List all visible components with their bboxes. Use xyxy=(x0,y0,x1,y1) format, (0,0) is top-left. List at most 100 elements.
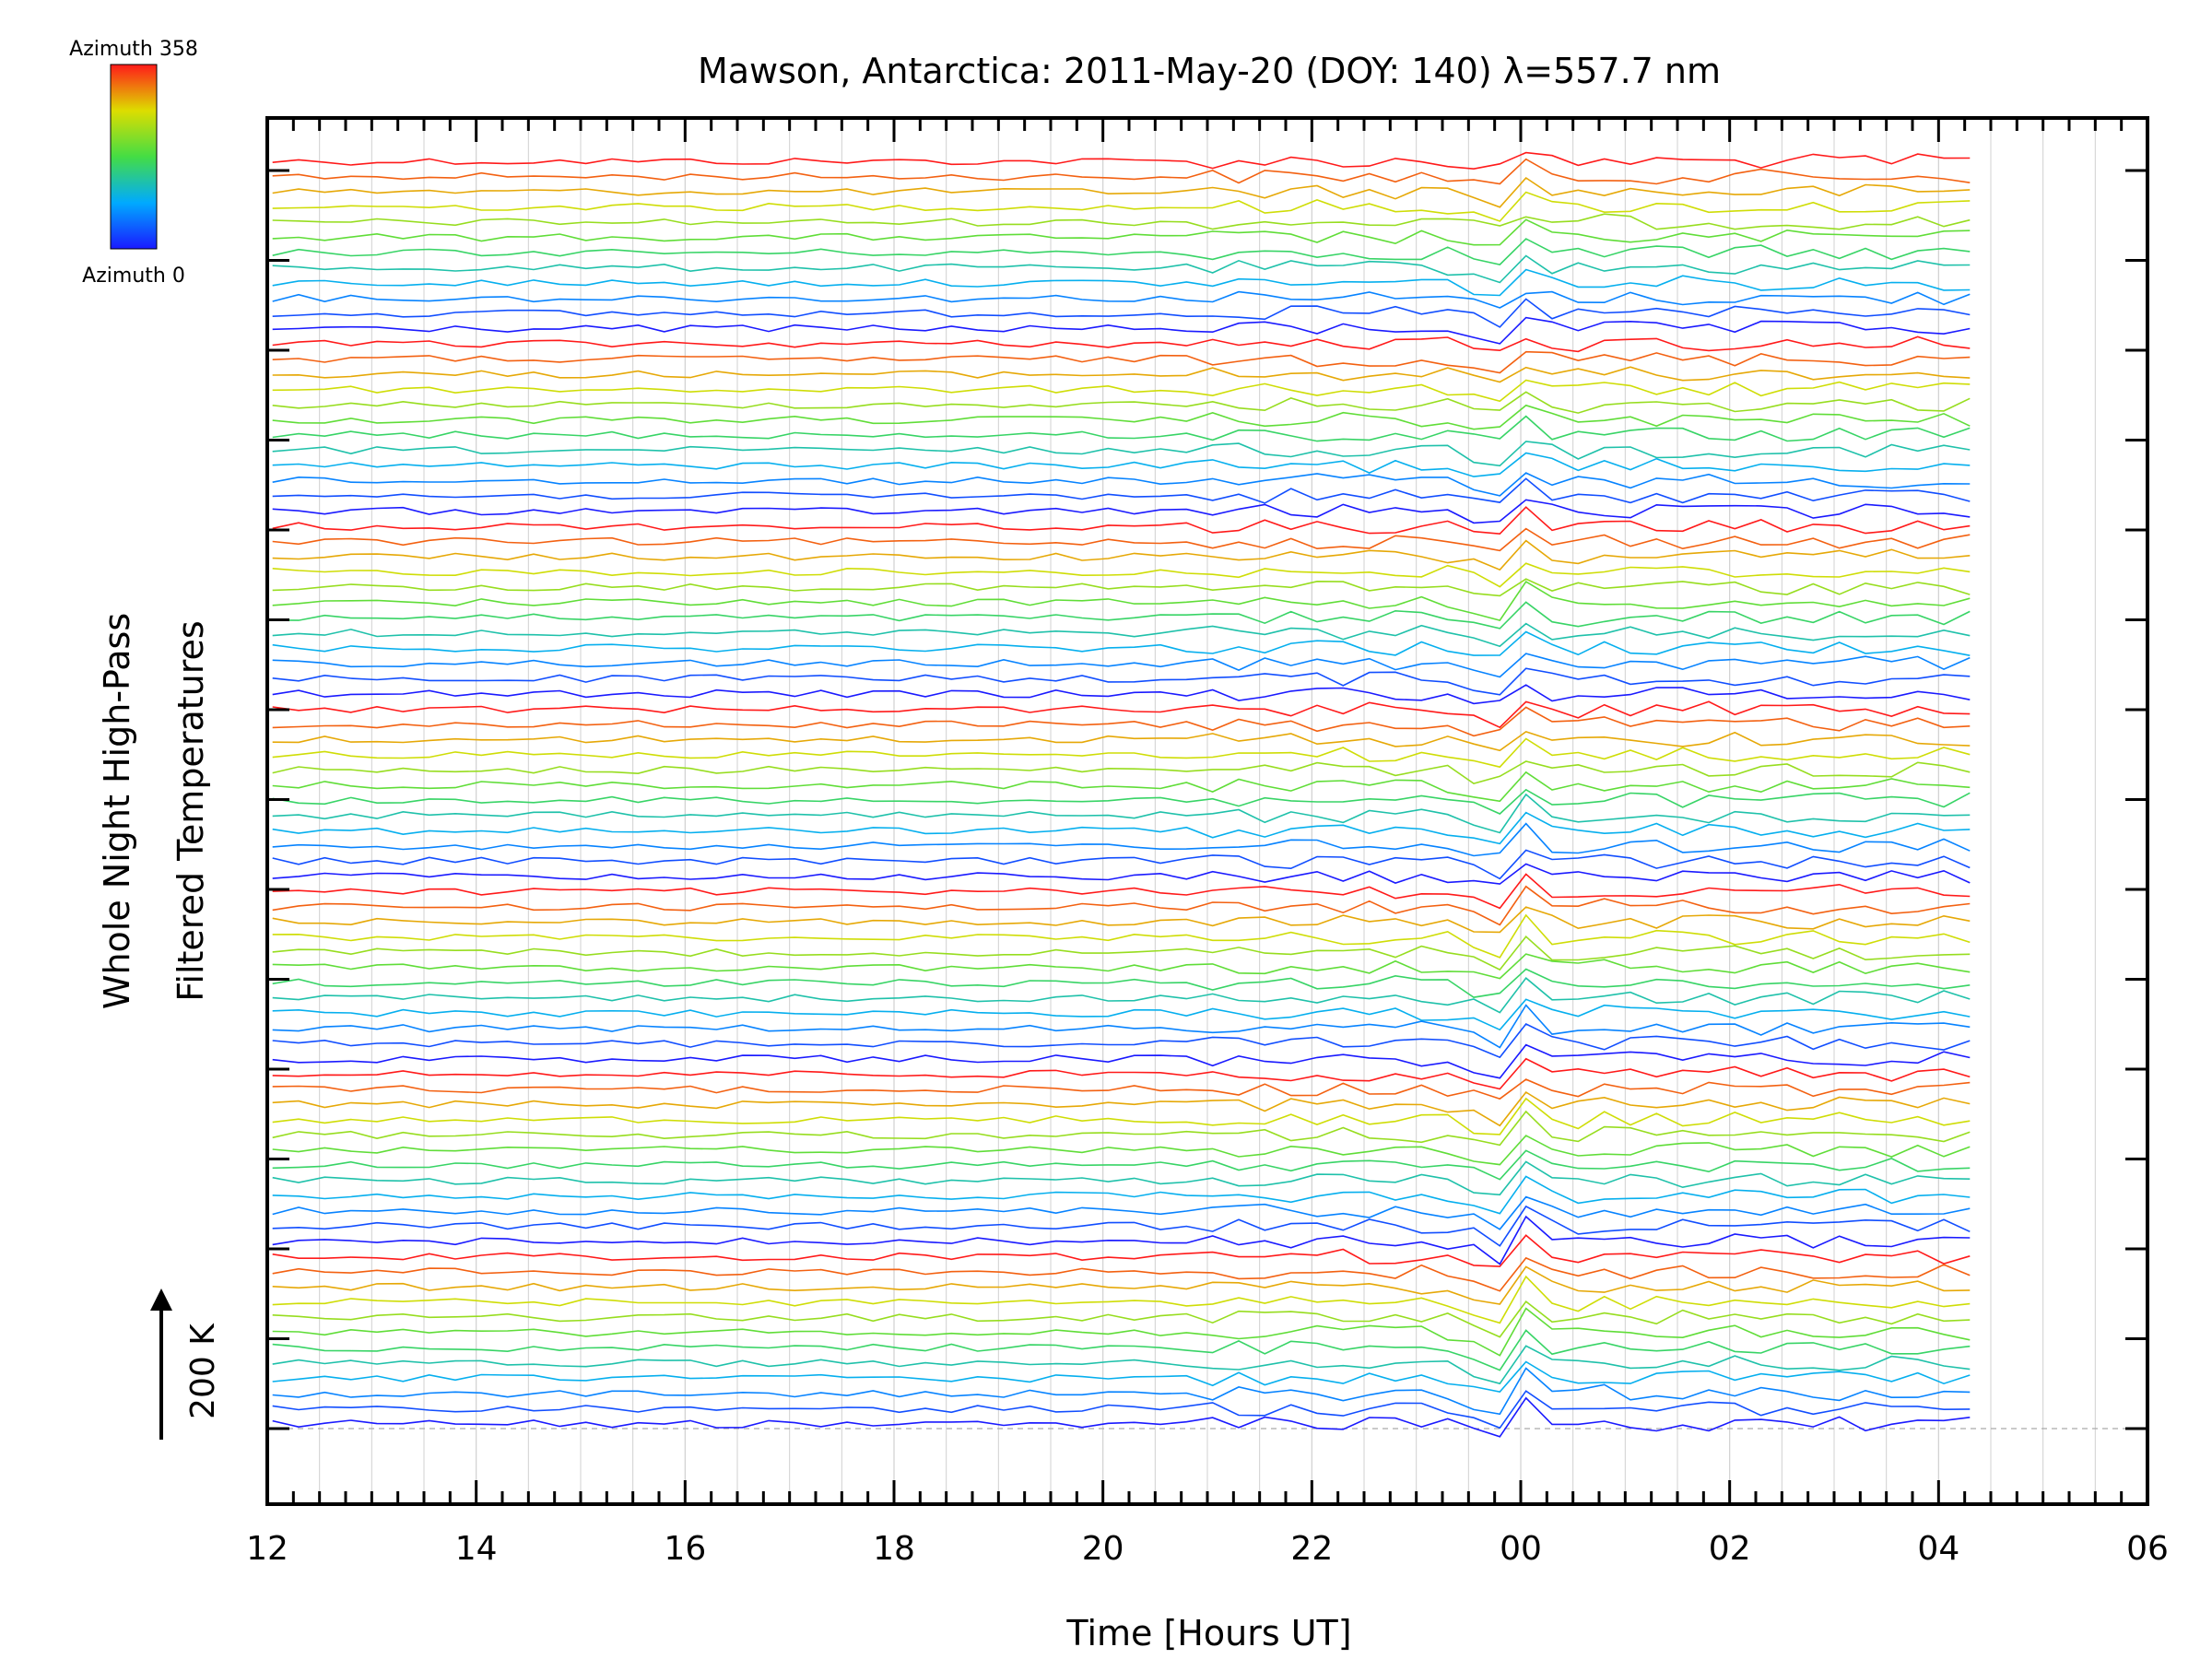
colorbar-bottom-label: Azimuth 0 xyxy=(82,265,185,288)
series-line xyxy=(272,316,1971,345)
series-line xyxy=(272,254,1971,284)
series-line xyxy=(272,1078,1971,1100)
series-line xyxy=(272,1205,1971,1247)
series-line xyxy=(272,1195,1971,1230)
series-layer xyxy=(272,151,1971,1438)
series-line xyxy=(272,1360,1971,1393)
series-line xyxy=(272,667,1971,696)
series-line xyxy=(272,601,1971,629)
series-line xyxy=(272,998,1971,1031)
series-line xyxy=(272,158,1971,185)
axis-layer xyxy=(265,116,2149,1506)
series-line xyxy=(272,578,1971,597)
series-line xyxy=(272,849,1971,880)
series-line xyxy=(272,391,1971,414)
scale-bar-label: 200 K xyxy=(184,1323,222,1419)
series-line xyxy=(272,1135,1971,1166)
series-line xyxy=(272,1265,1971,1305)
x-tick-labels: 12 14 16 18 20 22 00 02 04 06 xyxy=(246,1530,2169,1568)
series-line xyxy=(272,191,1971,222)
x-tick-label: 22 xyxy=(1290,1530,1333,1568)
series-line xyxy=(272,1175,1971,1215)
series-line xyxy=(272,788,1971,815)
series-line xyxy=(272,1004,1971,1049)
series-line xyxy=(272,1090,1971,1127)
series-line xyxy=(272,771,1971,803)
series-line xyxy=(272,793,1971,834)
grid-layer xyxy=(267,118,2147,1504)
series-line xyxy=(272,1275,1971,1324)
series-line xyxy=(272,213,1971,230)
series-line xyxy=(272,290,1971,309)
series-line xyxy=(272,404,1971,430)
series-line xyxy=(272,1329,1971,1371)
series-line xyxy=(272,737,1971,769)
series-line xyxy=(272,472,1971,497)
series-line xyxy=(272,1110,1971,1147)
series-line xyxy=(272,176,1971,208)
series-line xyxy=(272,822,1971,857)
series-line xyxy=(272,581,1971,622)
series-line xyxy=(272,335,1971,353)
series-line xyxy=(272,1345,1971,1385)
scale-arrow-head xyxy=(150,1288,172,1311)
series-line xyxy=(272,366,1971,383)
series-line xyxy=(272,953,1971,980)
x-tick-label: 20 xyxy=(1082,1530,1124,1568)
series-line xyxy=(272,622,1971,648)
series-line xyxy=(272,350,1971,374)
series-line xyxy=(272,1396,1971,1438)
series-line xyxy=(272,415,1971,442)
series-line xyxy=(272,811,1971,845)
series-line xyxy=(272,562,1971,588)
x-axis-label: Time [Hours UT] xyxy=(1065,1613,1351,1653)
x-tick-label: 00 xyxy=(1500,1530,1542,1568)
series-line xyxy=(272,885,1971,926)
series-line xyxy=(272,1390,1971,1430)
series-line xyxy=(272,1022,1971,1059)
series-line xyxy=(272,1234,1971,1267)
x-tick-label: 14 xyxy=(455,1530,498,1568)
series-line xyxy=(272,706,1971,737)
series-line xyxy=(272,977,1971,1014)
series-line xyxy=(272,700,1971,729)
chart-title: Mawson, Antarctica: 2011-May-20 (DOY: 14… xyxy=(698,51,1721,91)
x-tick-label: 04 xyxy=(1917,1530,1959,1568)
y-axis-label-line2: Filtered Temperatures xyxy=(171,620,211,1001)
x-tick-label: 12 xyxy=(246,1530,288,1568)
series-line xyxy=(272,527,1971,552)
series-line xyxy=(272,379,1971,403)
series-line xyxy=(272,1215,1971,1265)
colorbar-top-label: Azimuth 358 xyxy=(69,38,198,61)
series-line xyxy=(272,630,1971,656)
series-line xyxy=(272,151,1971,171)
series-line xyxy=(272,1160,1971,1196)
series-line xyxy=(272,760,1971,784)
series-line xyxy=(272,268,1971,297)
series-line xyxy=(272,441,1971,467)
series-line xyxy=(272,1256,1971,1292)
y-axis-label-line1: Whole Night High-Pass xyxy=(97,613,137,1009)
series-line xyxy=(272,1097,1971,1135)
series-line xyxy=(272,873,1971,910)
series-line xyxy=(272,539,1971,571)
x-tick-label: 02 xyxy=(1709,1530,1751,1568)
x-tick-label: 16 xyxy=(664,1530,706,1568)
x-tick-label: 18 xyxy=(873,1530,915,1568)
series-line xyxy=(272,1057,1971,1090)
series-line xyxy=(272,913,1971,959)
series-line xyxy=(272,968,1971,998)
series-line xyxy=(272,906,1971,934)
series-line xyxy=(272,1149,1971,1181)
series-line xyxy=(272,298,1971,328)
series-line xyxy=(272,499,1971,524)
series-line xyxy=(272,1307,1971,1357)
series-line xyxy=(272,731,1971,752)
series-line xyxy=(272,1300,1971,1338)
series-line xyxy=(272,935,1971,971)
series-line xyxy=(272,238,1971,265)
series-line xyxy=(272,653,1971,678)
series-line xyxy=(272,1043,1971,1079)
series-line xyxy=(272,863,1971,885)
